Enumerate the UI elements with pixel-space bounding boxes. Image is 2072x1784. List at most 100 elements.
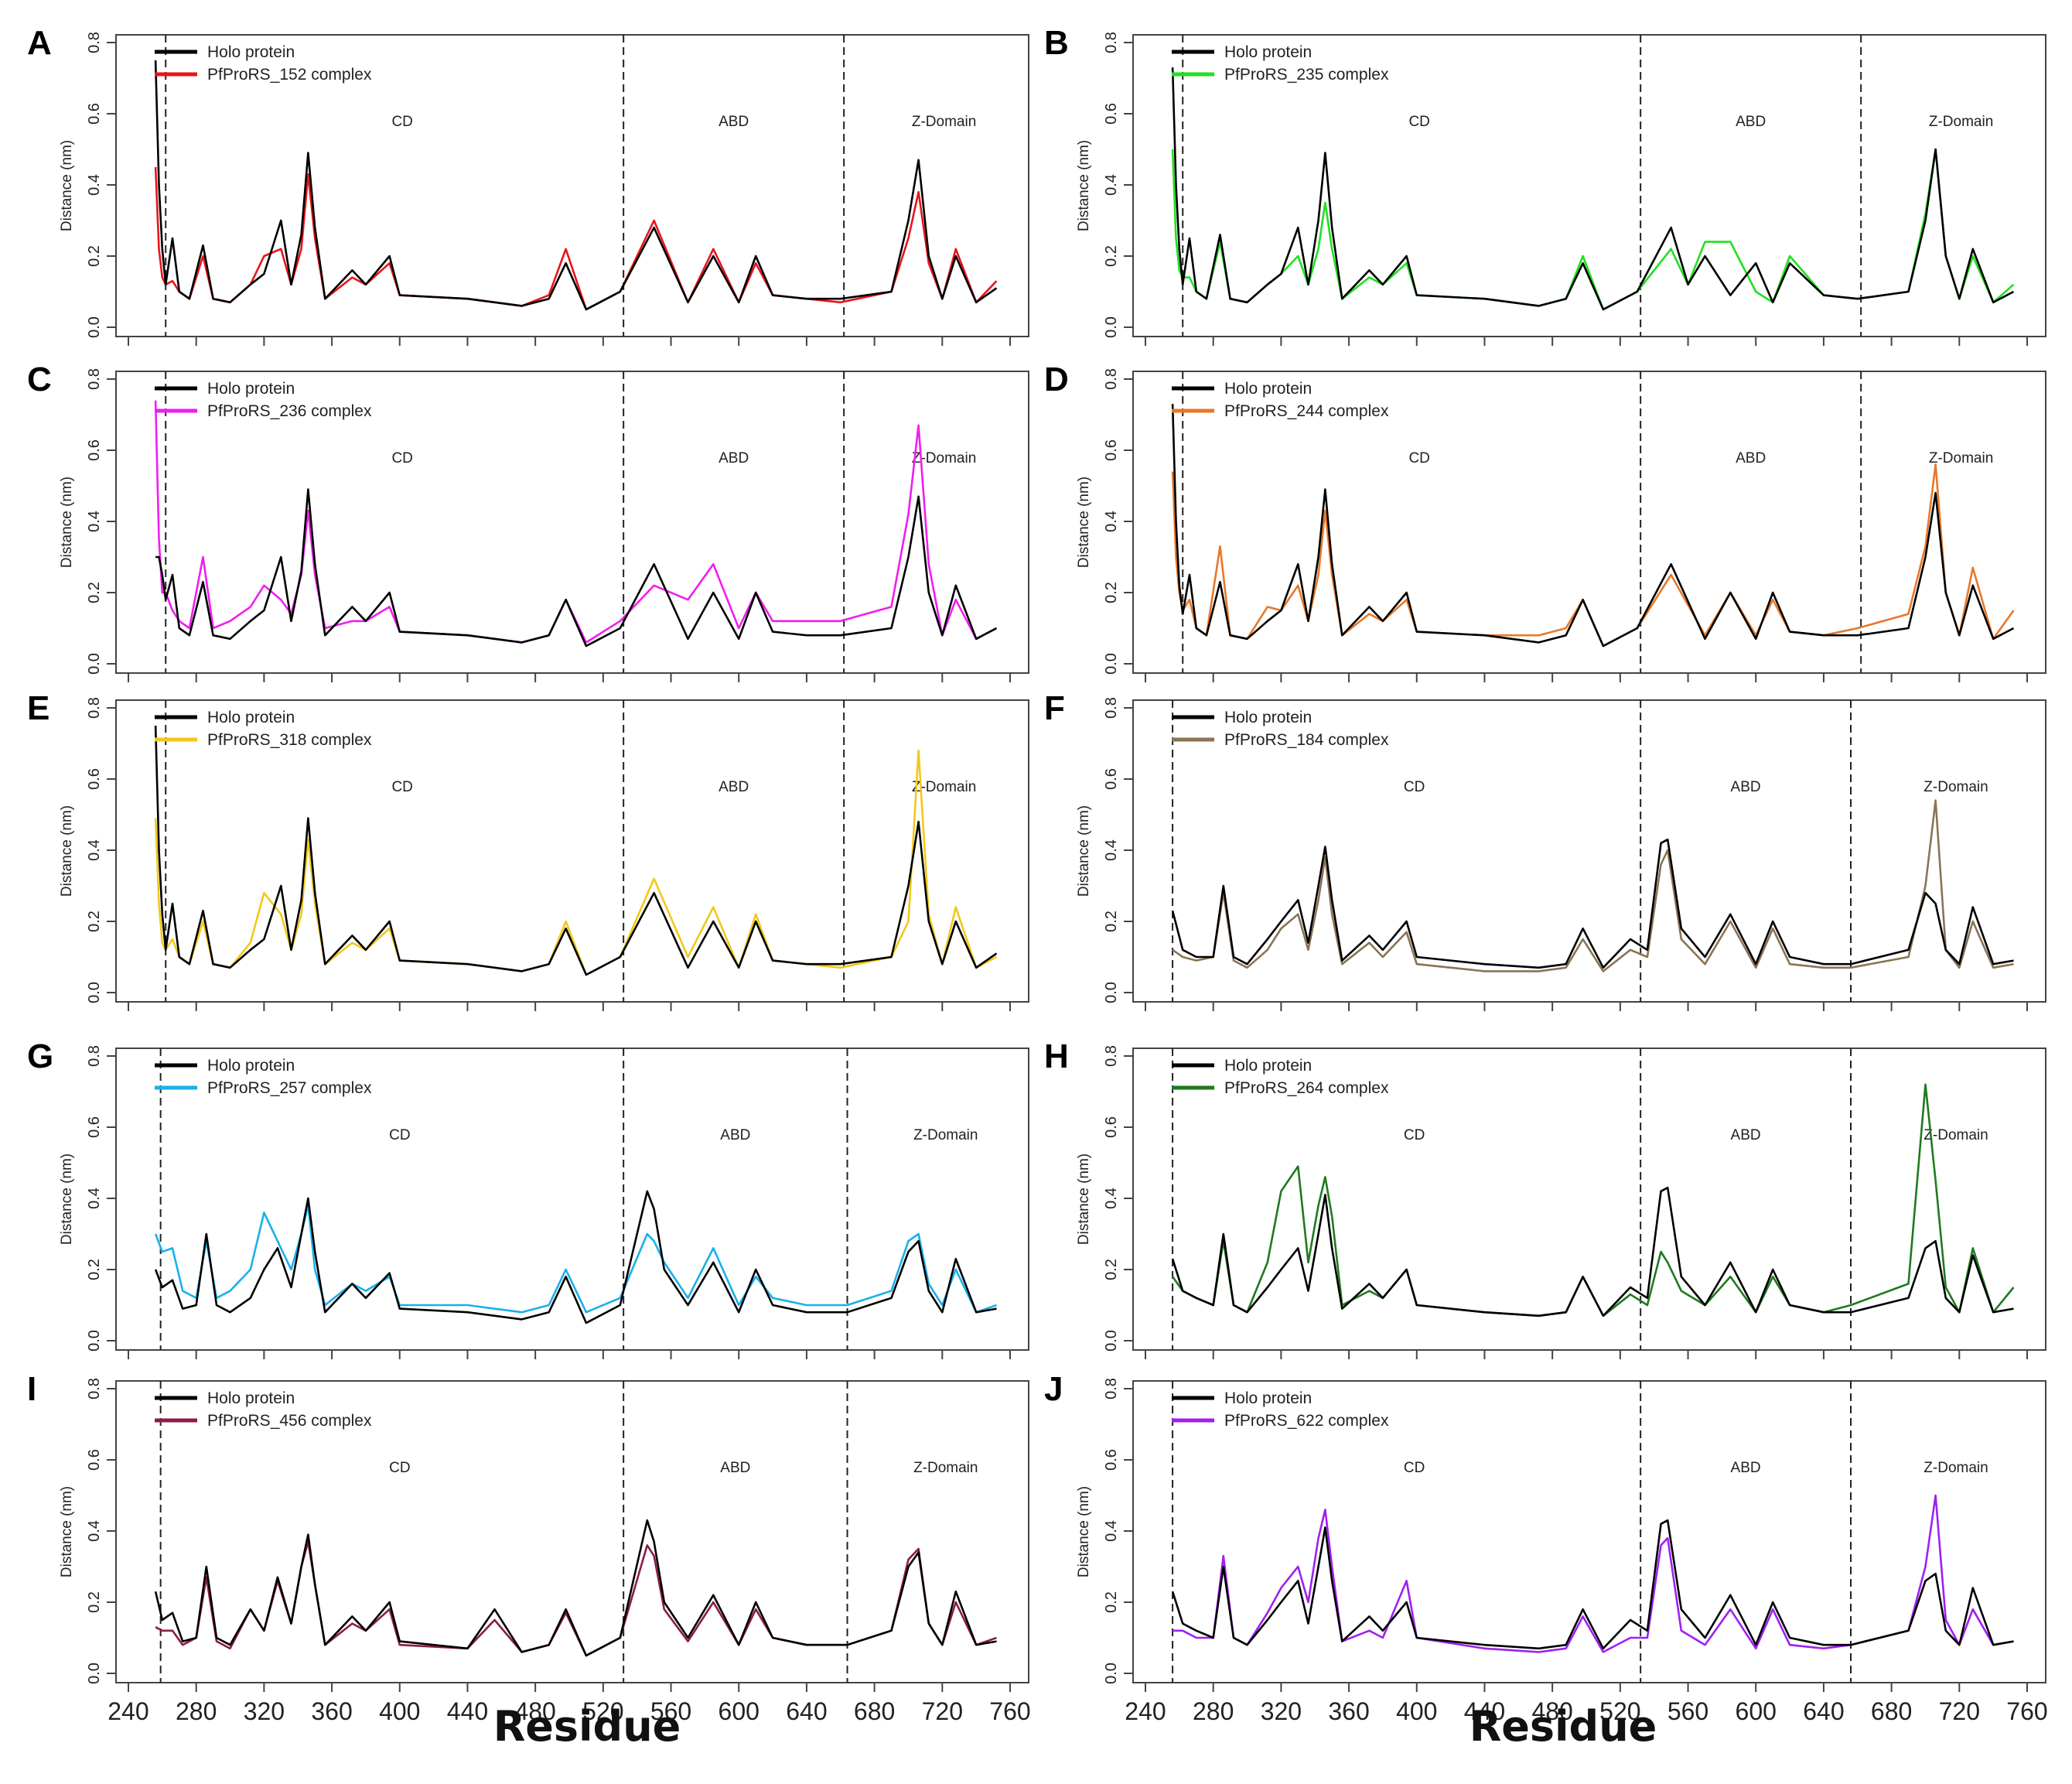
series-line [154,1190,997,1324]
y-tick-label: 0.0 [86,316,103,338]
y-tick-label: 0.0 [86,1663,103,1684]
legend-label: PfProRS_456 complex [207,1412,372,1430]
y-tick-label: 0.2 [86,582,103,603]
y-tick-label: 0.6 [1103,439,1120,461]
legend-label: PfProRS_622 complex [1224,1412,1389,1430]
y-axis-label: Distance (nm) [1076,140,1092,231]
domain-label: Z-Domain [1924,1460,1988,1476]
y-tick-label: 0.4 [86,839,103,861]
y-axis-label: Distance (nm) [1076,1486,1092,1577]
series-line [1172,799,2014,972]
domain-label: ABD [720,1460,750,1476]
y-tick-label: 0.4 [86,511,103,532]
legend-label: Holo protein [1224,43,1312,61]
y-tick-label: 0.8 [86,32,103,53]
y-axis-label: Distance (nm) [59,1486,75,1577]
y-axis-label: Distance (nm) [1076,1153,1092,1245]
legend-label: Holo protein [207,1057,295,1075]
series-line [155,1540,997,1657]
x-tick-label: 320 [244,1697,285,1725]
y-tick-label: 0.8 [86,697,103,719]
y-tick-label: 0.4 [1103,511,1120,532]
domain-label: CD [1404,1460,1425,1476]
y-tick-label: 0.6 [1103,1116,1120,1138]
domain-label: Z-Domain [912,450,976,467]
panel-G: G Distance (nm) 0.0 0.2 0.4 0.6 0.8 CD ABD Z-Doma… [27,1037,1029,1359]
panel-C: C Distance (nm) 0.0 0.2 0.4 0.6 0.8 CD ABD Z-Doma… [27,361,1029,682]
x-tick-label: 760 [2006,1697,2047,1725]
legend-label: Holo protein [1224,709,1312,726]
domain-label: ABD [1736,114,1766,130]
y-axis-label: Distance (nm) [59,805,75,897]
panel-A: A Distance (nm) 0.0 0.2 0.4 0.6 0.8 CD ABD Z-Doma… [27,24,1029,346]
legend-label: PfProRS_152 complex [207,66,372,84]
x-axis-title-right: Residue [1469,1702,1657,1751]
y-tick-label: 0.4 [1103,1520,1120,1542]
legend-label: Holo protein [207,43,295,61]
series-line [154,1519,997,1657]
y-tick-label: 0.8 [1103,368,1120,390]
panel-B: B Distance (nm) 0.0 0.2 0.4 0.6 0.8 CD ABD Z-Doma… [1044,24,2046,346]
panel-I: I Distance (nm) 0.0 0.2 0.4 0.6 0.8 240 280 320 36… [27,1370,1031,1725]
panel-letter: A [27,24,52,62]
panel-letter: F [1044,689,1065,727]
x-tick-label: 240 [1125,1697,1166,1725]
y-axis-label: Distance (nm) [59,140,75,231]
series-line [1171,1519,2014,1650]
series-line [1171,463,2015,648]
panel-letter: C [27,361,52,398]
y-tick-label: 0.4 [1103,1188,1120,1209]
domain-label: CD [391,114,412,130]
panel-letter: B [1044,24,1069,62]
series-line [1171,404,2015,648]
domain-label: Z-Domain [1924,779,1988,795]
y-tick-label: 0.2 [86,911,103,932]
y-tick-label: 0.6 [1103,1449,1120,1471]
legend-label: PfProRS_184 complex [1224,731,1389,749]
domain-label: ABD [719,114,749,130]
domain-label: CD [1408,450,1429,467]
domain-label: Z-Domain [1924,1127,1988,1143]
y-tick-label: 0.4 [86,1520,103,1542]
domain-label: ABD [719,450,749,467]
domain-label: ABD [1736,450,1766,467]
x-tick-label: 240 [108,1697,148,1725]
y-tick-label: 0.6 [86,103,103,125]
domain-label: ABD [1731,779,1761,795]
y-tick-label: 0.8 [86,1045,103,1067]
panel-F: F Distance (nm) 0.0 0.2 0.4 0.6 0.8 CD ABD Z-Doma… [1044,689,2046,1011]
domain-label: CD [389,1127,410,1143]
y-tick-label: 0.2 [86,1591,103,1613]
series-line [1171,67,2015,311]
y-tick-label: 0.2 [1103,1591,1120,1613]
y-tick-label: 0.8 [1103,1378,1120,1400]
y-tick-label: 0.4 [1103,174,1120,196]
y-tick-label: 0.0 [1103,653,1120,675]
legend-label: Holo protein [1224,380,1312,398]
x-tick-label: 360 [1328,1697,1369,1725]
y-axis-label: Distance (nm) [1076,477,1092,568]
series-line [155,488,998,648]
y-tick-label: 0.0 [86,982,103,1003]
y-tick-label: 0.6 [1103,768,1120,790]
x-tick-label: 720 [1939,1697,1980,1725]
y-tick-label: 0.6 [86,439,103,461]
domain-label: CD [391,450,412,467]
x-tick-label: 760 [989,1697,1030,1725]
series-line [1172,1083,2015,1317]
y-tick-label: 0.8 [1103,697,1120,719]
x-tick-label: 480 [1531,1697,1572,1725]
x-tick-label: 280 [176,1697,217,1725]
panel-J: J Distance (nm) 0.0 0.2 0.4 0.6 0.8 240 280 320 36… [1044,1370,2048,1725]
series-line [1171,1186,2014,1317]
domain-label: ABD [1731,1127,1761,1143]
legend-label: PfProRS_244 complex [1224,402,1389,420]
y-tick-label: 0.2 [1103,582,1120,603]
x-tick-label: 520 [1599,1697,1640,1725]
domain-label: ABD [1731,1460,1761,1476]
x-tick-label: 440 [447,1697,488,1725]
domain-label: Z-Domain [912,114,976,130]
panel-E: E Distance (nm) 0.0 0.2 0.4 0.6 0.8 CD ABD Z-Doma… [27,689,1029,1011]
panel-letter: D [1044,361,1069,398]
series-line [1171,838,2014,969]
